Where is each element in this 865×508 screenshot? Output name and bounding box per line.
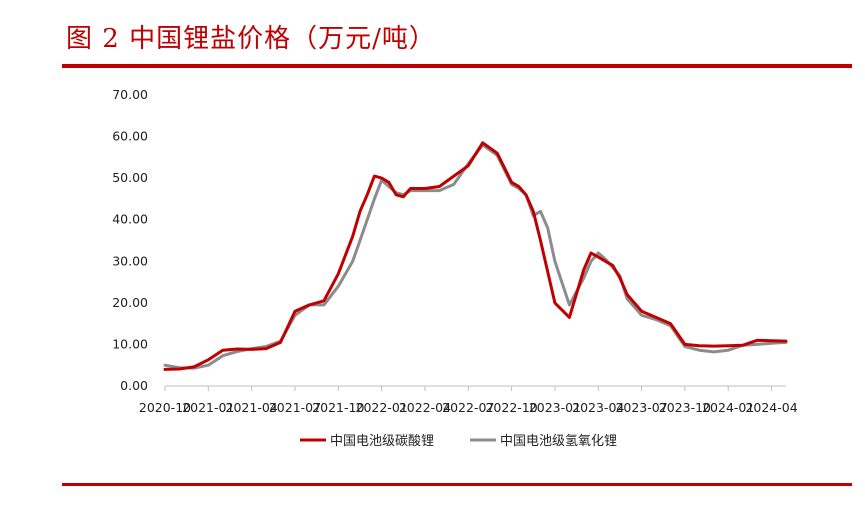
x-axis: 2020-102021-012021-042021-072021-102022-… [139, 385, 798, 415]
y-tick-label: 60.00 [112, 129, 148, 144]
x-tick-label: 2022-10 [485, 400, 537, 415]
y-tick-label: 30.00 [112, 253, 148, 268]
legend: 中国电池级碳酸锂 中国电池级氢氧化锂 [300, 434, 617, 449]
series-line-hydroxide [163, 143, 788, 370]
x-tick-label: 2021-07 [269, 400, 321, 415]
x-tick-label: 2022-04 [399, 400, 451, 415]
title-rule [62, 64, 852, 68]
footer-rule [62, 483, 852, 486]
legend-label: 中国电池级碳酸锂 [330, 434, 434, 449]
y-tick-label: 70.00 [112, 87, 148, 102]
x-tick-label: 2024-01 [702, 400, 754, 415]
series-line-carbonate [163, 141, 788, 371]
x-tick-label: 2022-01 [356, 400, 408, 415]
x-tick-label: 2023-04 [572, 400, 624, 415]
page-title: 图 2 中国锂盐价格（万元/吨） [66, 24, 436, 54]
y-tick-label: 50.00 [112, 170, 148, 185]
series-lines [163, 141, 788, 371]
x-tick-label: 2020-10 [139, 400, 191, 415]
y-tick-label: 40.00 [112, 212, 148, 227]
x-tick-label: 2023-01 [529, 400, 581, 415]
x-tick-label: 2023-10 [659, 400, 711, 415]
legend-item-hydroxide: 中国电池级氢氧化锂 [470, 434, 617, 449]
x-tick-label: 2021-10 [312, 400, 364, 415]
x-tick-label: 2022-07 [442, 400, 494, 415]
y-axis: 0.00 10.00 20.00 30.00 40.00 50.00 60.00 70.00 [112, 87, 148, 393]
x-tick-label: 2024-04 [745, 400, 797, 415]
y-tick-label: 0.00 [120, 378, 148, 393]
x-tick-label: 2021-04 [226, 400, 278, 415]
x-tick-label: 2023-07 [615, 400, 667, 415]
y-tick-label: 20.00 [112, 295, 148, 310]
x-tick-label: 2021-01 [182, 400, 234, 415]
legend-item-carbonate: 中国电池级碳酸锂 [300, 434, 434, 449]
legend-label: 中国电池级氢氧化锂 [500, 434, 617, 449]
y-tick-label: 10.00 [112, 336, 148, 351]
